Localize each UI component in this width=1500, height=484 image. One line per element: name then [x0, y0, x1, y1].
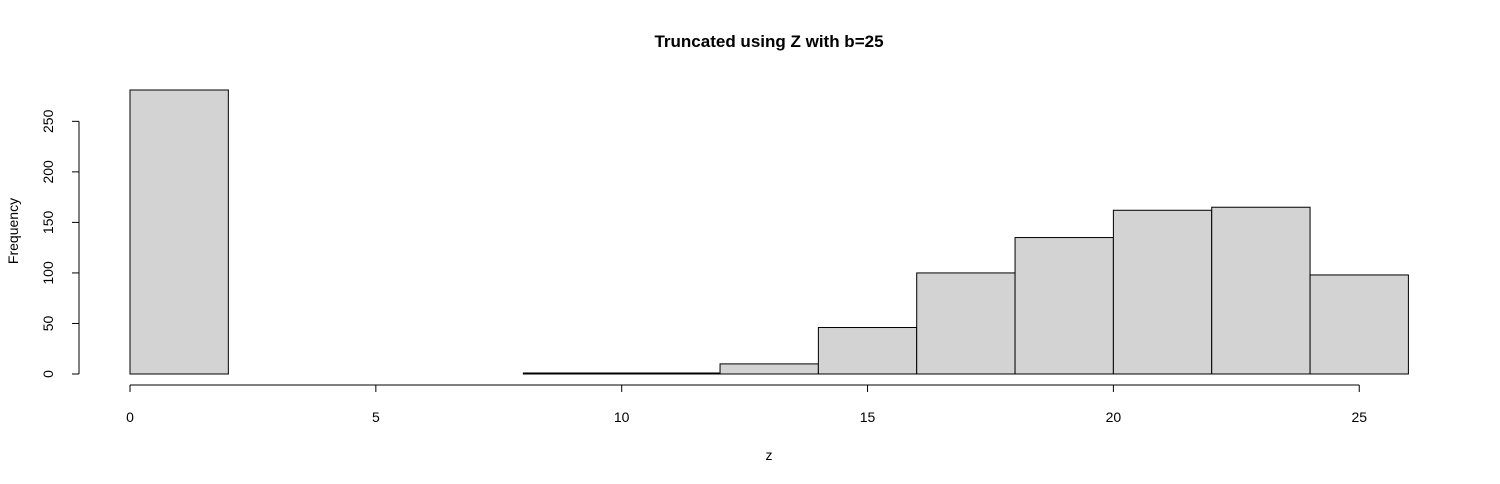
histogram-bar	[129, 89, 229, 375]
y-tick-label: 200	[40, 160, 56, 184]
histogram-bar	[621, 372, 721, 375]
histogram-bar	[1309, 274, 1409, 375]
y-tick-label: 250	[40, 109, 56, 133]
chart-title: Truncated using Z with b=25	[654, 32, 883, 51]
y-axis-label: Frequency	[5, 198, 21, 264]
histogram-bar	[1014, 237, 1114, 375]
bars-group	[129, 89, 1409, 375]
histogram-bar	[817, 327, 918, 375]
histogram-bar	[522, 372, 623, 375]
histogram-bar	[719, 363, 819, 375]
x-axis: 0 5 10 15 20 25	[126, 384, 1367, 425]
x-tick-label: 15	[860, 409, 876, 425]
y-tick-label: 50	[40, 315, 56, 331]
x-tick-label: 20	[1106, 409, 1122, 425]
histogram-bar	[1112, 209, 1213, 375]
y-tick-label: 150	[40, 211, 56, 235]
y-tick-label: 100	[40, 261, 56, 285]
x-tick-label: 10	[614, 409, 630, 425]
histogram-bar	[1211, 206, 1311, 375]
y-axis: 0 50 100 150 200 250	[40, 109, 80, 378]
histogram-bar	[916, 272, 1016, 375]
x-tick-label: 0	[126, 409, 134, 425]
x-tick-label: 5	[372, 409, 380, 425]
y-tick-label: 0	[40, 370, 56, 378]
x-axis-label: z	[766, 447, 773, 463]
x-tick-label: 25	[1351, 409, 1367, 425]
